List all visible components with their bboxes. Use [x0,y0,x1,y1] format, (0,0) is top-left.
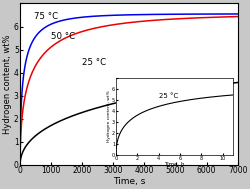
X-axis label: Time, s: Time, s [112,177,144,186]
Text: 75 °C: 75 °C [34,12,58,21]
Y-axis label: Hydrogen content, wt%: Hydrogen content, wt% [4,34,13,134]
Text: 50 °C: 50 °C [51,33,75,42]
Text: 25 °C: 25 °C [82,58,106,67]
